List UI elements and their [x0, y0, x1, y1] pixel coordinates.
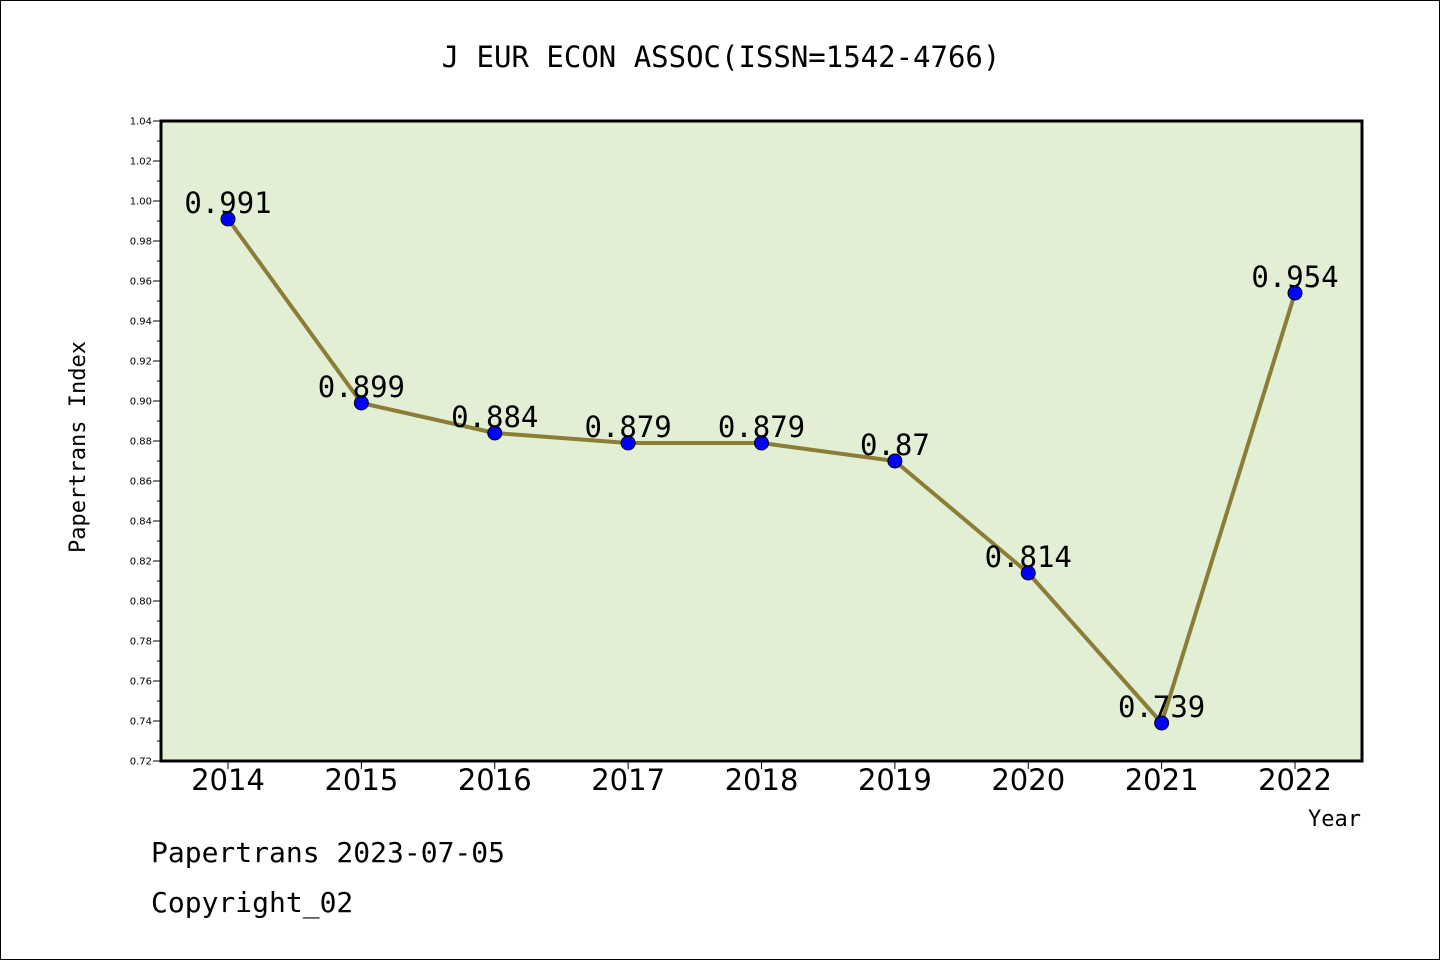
- x-tick-label: 2018: [725, 763, 799, 797]
- y-tick-label: 0.88: [130, 437, 152, 448]
- data-point: [1154, 715, 1170, 731]
- data-label: 0.87: [860, 428, 930, 462]
- footer-copyright: Copyright_02: [151, 886, 354, 919]
- data-label: 0.739: [1118, 690, 1205, 724]
- x-tick-label: 2022: [1258, 763, 1332, 797]
- data-series: 0.991 0.899 0.884 0.879 0.879 0.87 0.814 0.739 0…: [184, 186, 1339, 731]
- data-point: [754, 435, 769, 451]
- footer-date: Papertrans 2023-07-05: [151, 836, 506, 869]
- data-point: [1287, 285, 1303, 301]
- y-tick-label: 0.80: [130, 597, 152, 608]
- data-label: 0.991: [184, 186, 271, 220]
- y-tick-label: 1.02: [130, 157, 152, 168]
- x-tick-label: 2021: [1125, 763, 1199, 797]
- y-tick-label: 0.74: [130, 717, 152, 728]
- data-label: 0.879: [584, 410, 671, 444]
- data-point: [887, 453, 903, 469]
- y-axis-label: Papertrans Index: [66, 341, 91, 553]
- x-tick-label: 2020: [991, 763, 1065, 797]
- data-point: [487, 425, 503, 441]
- data-point: [620, 435, 636, 451]
- data-point: [353, 395, 369, 411]
- x-tick-label: 2014: [191, 763, 265, 797]
- data-label: 0.899: [318, 370, 405, 404]
- y-tick-label: 0.78: [130, 637, 152, 648]
- data-label: 0.879: [718, 410, 805, 444]
- plot-border: [159, 119, 1364, 763]
- x-tick-label: 2016: [458, 763, 532, 797]
- x-tick-label: 2017: [591, 763, 665, 797]
- x-axis-label: Year: [1308, 807, 1361, 832]
- y-tick-label: 0.84: [130, 517, 152, 528]
- y-tick-label: 0.86: [130, 477, 152, 488]
- y-tick-label: 0.90: [130, 397, 152, 408]
- data-label: 0.954: [1251, 260, 1338, 294]
- data-point: [1020, 565, 1036, 581]
- y-tick-label: 0.94: [130, 317, 152, 328]
- axis-ticks: 0.72 0.74 0.76 0.78 0.80 0.82 0.84 0.86 0.88 0.90…: [130, 117, 1332, 798]
- data-label: 0.884: [451, 400, 538, 434]
- y-tick-label: 0.76: [130, 677, 152, 688]
- y-tick-label: 0.92: [130, 357, 152, 368]
- x-tick-label: 2019: [858, 763, 932, 797]
- y-tick-label: 0.72: [130, 757, 152, 768]
- y-tick-label: 0.98: [130, 237, 152, 248]
- y-tick-label: 0.82: [130, 557, 152, 568]
- x-tick-label: 2015: [324, 763, 398, 797]
- y-tick-label: 1.04: [130, 117, 152, 128]
- data-label: 0.814: [985, 540, 1072, 574]
- y-tick-label: 0.96: [130, 277, 152, 288]
- chart-title: J EUR ECON ASSOC(ISSN=1542-4766): [442, 40, 1001, 74]
- data-point: [220, 211, 236, 227]
- y-tick-label: 1.00: [130, 197, 152, 208]
